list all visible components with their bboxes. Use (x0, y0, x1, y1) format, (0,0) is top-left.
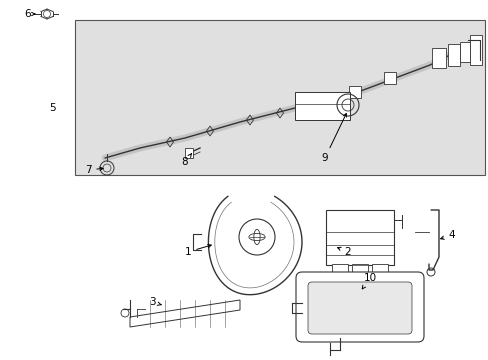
Bar (351, 264, 367, 274)
Bar (75, 20, 484, 175)
Bar (469, 35, 481, 65)
Text: 3: 3 (148, 297, 161, 307)
Text: 1: 1 (184, 244, 211, 257)
Bar (294, 92, 349, 120)
Bar (447, 44, 459, 66)
Text: 8: 8 (182, 154, 191, 167)
Bar (351, 265, 367, 272)
Bar (431, 48, 445, 68)
Bar (348, 86, 360, 98)
FancyBboxPatch shape (295, 272, 423, 342)
Text: 4: 4 (440, 230, 454, 240)
FancyBboxPatch shape (307, 282, 411, 334)
Bar (371, 264, 387, 274)
Text: 10: 10 (362, 273, 376, 289)
Bar (184, 148, 193, 158)
Text: 6: 6 (24, 9, 35, 19)
Text: 7: 7 (84, 165, 103, 175)
Bar (304, 101, 315, 113)
Bar (325, 210, 393, 265)
Bar (383, 72, 395, 84)
Bar (459, 42, 469, 62)
Text: 2: 2 (337, 247, 350, 257)
Text: 5: 5 (49, 103, 55, 113)
Bar (331, 264, 347, 274)
Text: 9: 9 (321, 113, 346, 163)
